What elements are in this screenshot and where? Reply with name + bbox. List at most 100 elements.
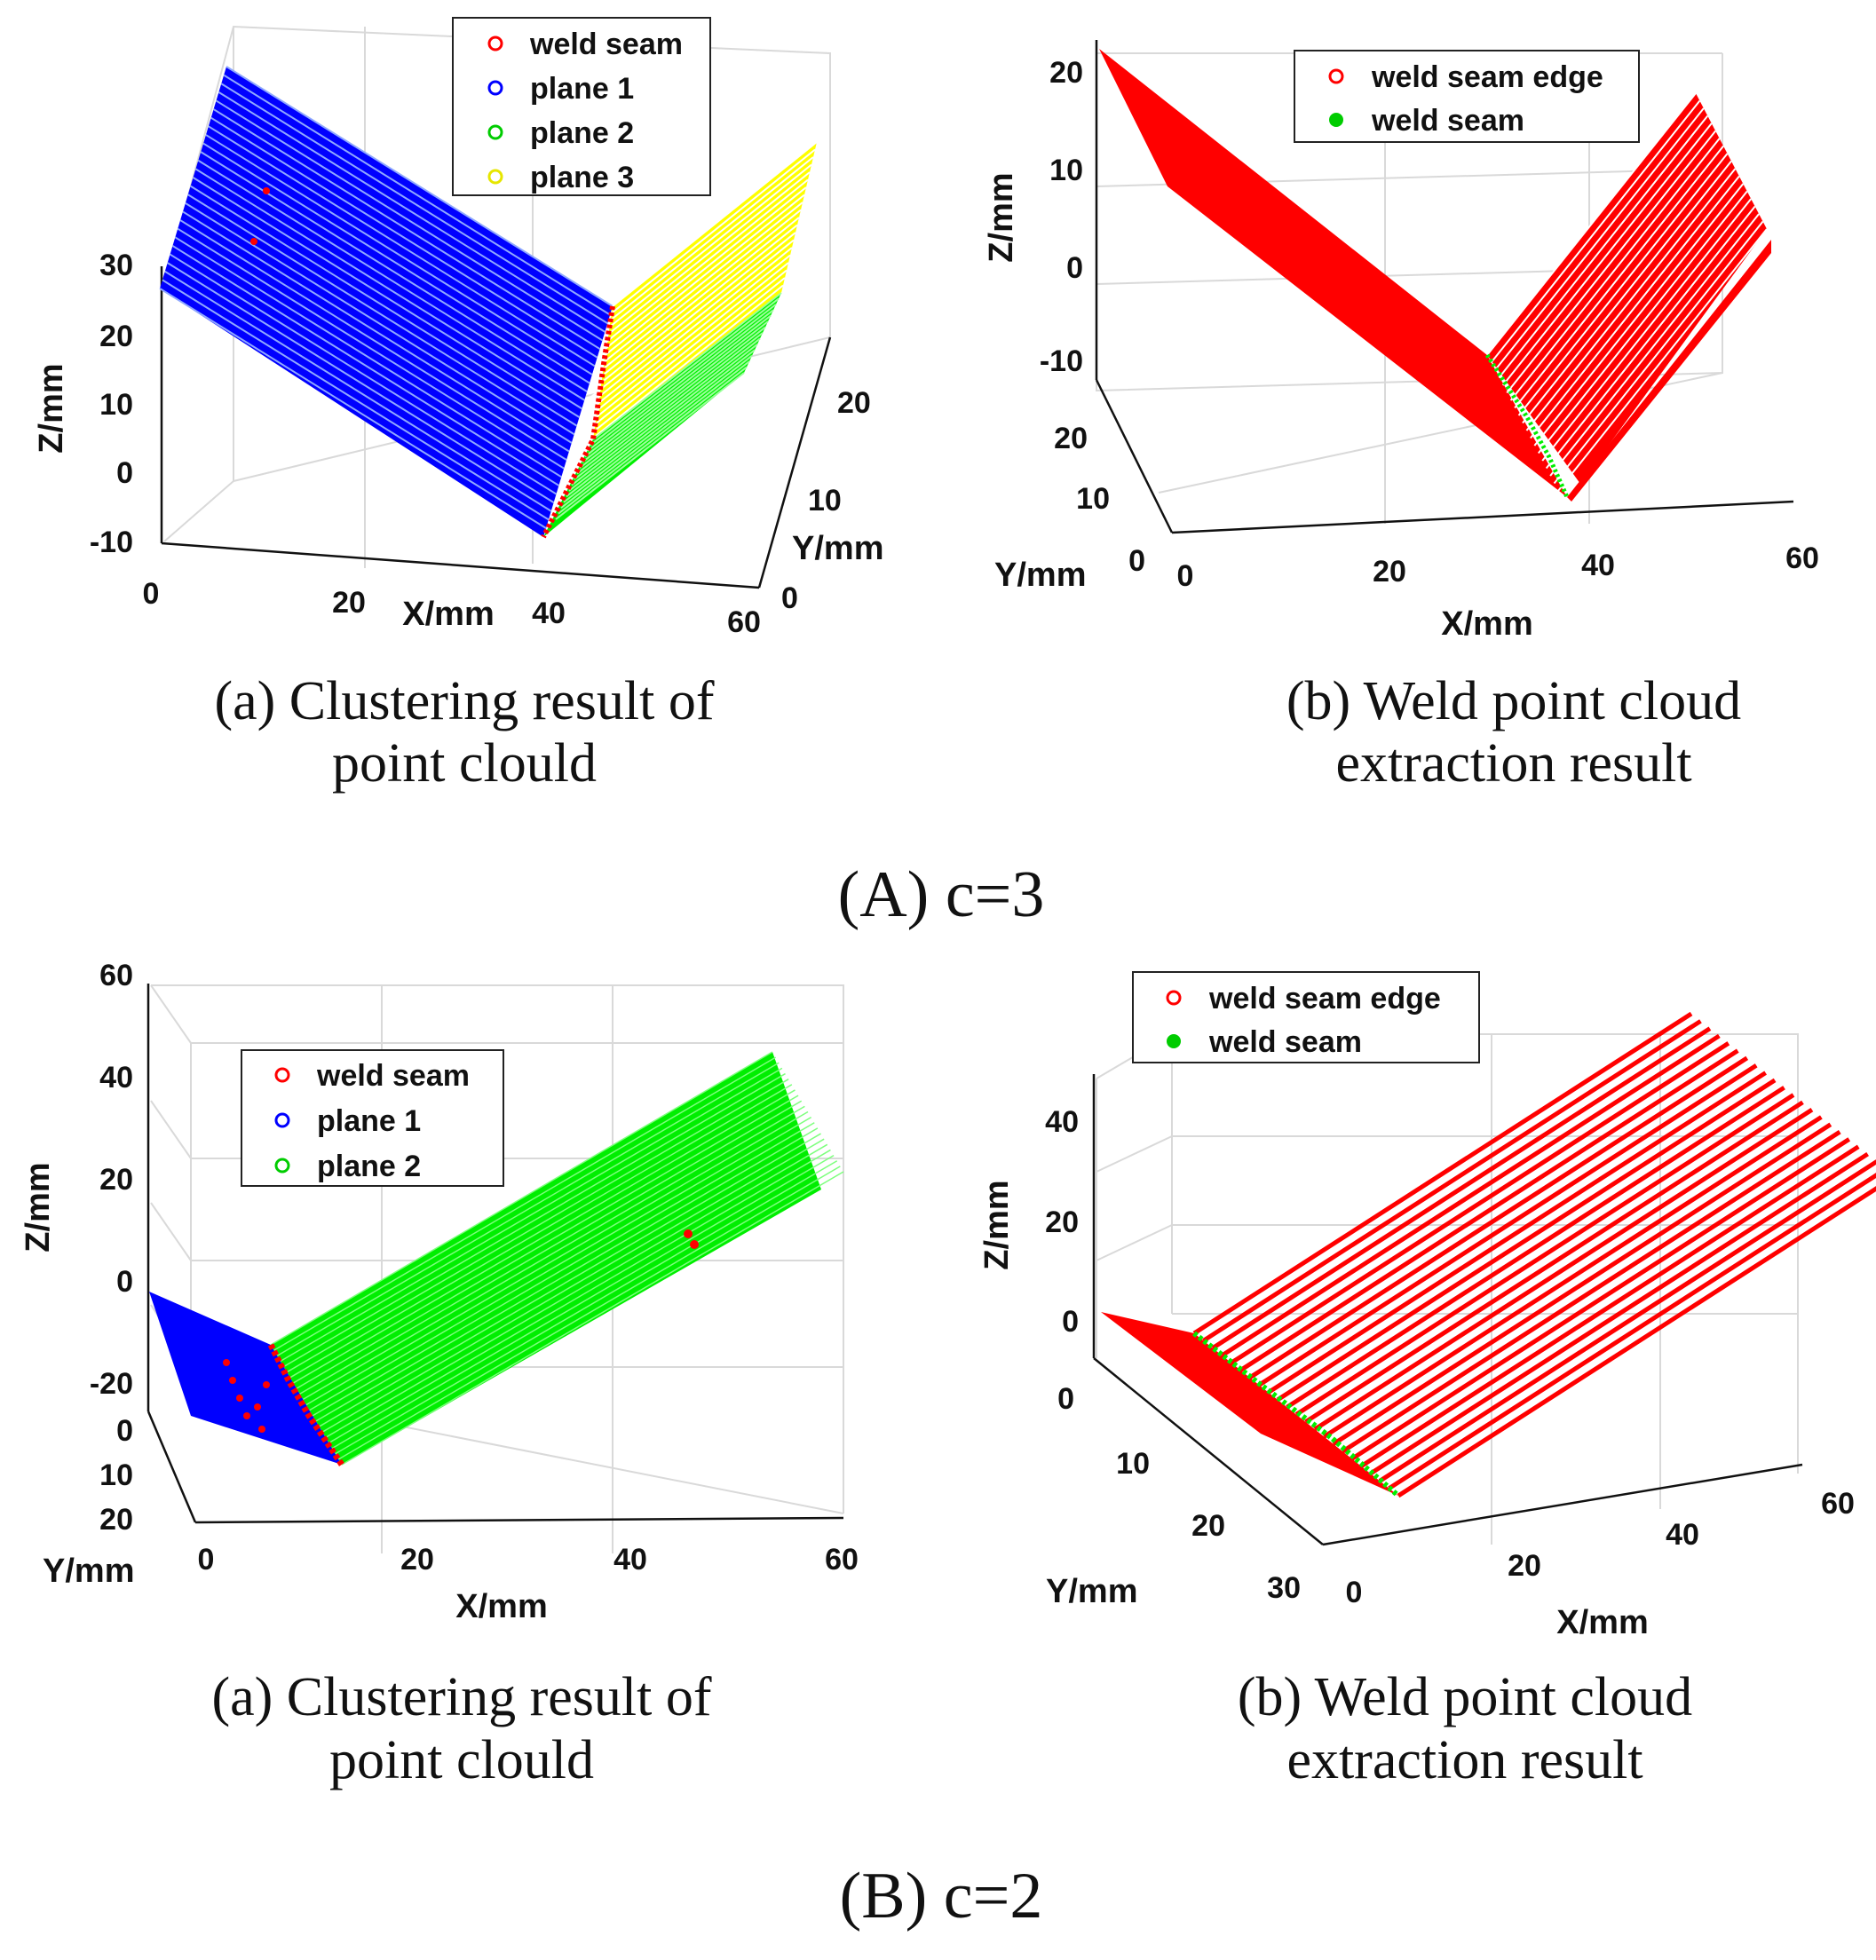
scan-line xyxy=(299,1100,803,1395)
z-tick-label: 0 xyxy=(1066,251,1083,285)
z-tick-label: 10 xyxy=(1049,154,1083,187)
scan-line xyxy=(578,284,784,451)
plot-B-a xyxy=(149,1051,844,1466)
scan-line xyxy=(1490,99,1701,364)
z-tick-label: 0 xyxy=(116,1265,133,1299)
caption-line: extraction result xyxy=(1335,733,1691,794)
x-tick-label: 60 xyxy=(1785,541,1819,575)
y-tick-label: 0 xyxy=(116,1414,133,1448)
x-tick-label: 20 xyxy=(1508,1549,1541,1583)
scan-line xyxy=(610,148,816,315)
plot-A-a xyxy=(159,66,818,539)
weld-seam-edge-scan-lines xyxy=(1192,1011,1876,1498)
scan-line xyxy=(603,178,809,345)
z-axis-label: Z/mm xyxy=(978,1180,1016,1269)
legend-entry: weld seam xyxy=(1208,1025,1362,1059)
scan-line xyxy=(309,1116,812,1411)
scan-line xyxy=(179,219,567,461)
scan-line xyxy=(1533,183,1745,447)
scan-line xyxy=(1545,205,1756,470)
z-ticks-B-a: 60 40 20 0 -20 xyxy=(90,959,133,1401)
scan-line xyxy=(592,224,798,391)
scan-line xyxy=(589,239,795,406)
y-tick-label: 30 xyxy=(1267,1571,1301,1605)
scan-line xyxy=(213,108,601,350)
scan-line xyxy=(1359,1144,1860,1468)
legend-B-b: weld seam edge weld seam xyxy=(1132,971,1480,1063)
z-axis-label: Z/mm xyxy=(33,363,70,453)
scan-line xyxy=(1304,1100,1804,1424)
y-tick-label: 10 xyxy=(1116,1447,1150,1481)
x-axis-label: X/mm xyxy=(402,596,494,633)
scan-line xyxy=(1192,1011,1693,1336)
legend-marker xyxy=(274,1067,290,1083)
scan-line xyxy=(164,270,552,512)
x-tick-label: 60 xyxy=(1821,1487,1855,1521)
scan-line xyxy=(584,309,774,458)
scan-line xyxy=(202,142,590,384)
scan-line xyxy=(601,186,807,352)
scan-line xyxy=(1267,1071,1767,1395)
x-tick-label: 20 xyxy=(332,586,366,620)
scan-line xyxy=(218,91,606,333)
scan-line xyxy=(335,1160,838,1455)
scan-line xyxy=(1294,1093,1795,1417)
scan-line xyxy=(1350,1137,1851,1461)
weld-seam-points xyxy=(1484,353,1570,499)
y-tick-label: 10 xyxy=(1076,482,1110,516)
scan-line xyxy=(286,1079,789,1373)
legend-marker xyxy=(1167,1034,1181,1048)
scan-line xyxy=(1248,1055,1749,1380)
z-tick-label: 0 xyxy=(116,456,133,490)
x-tick-label: 0 xyxy=(1177,559,1194,593)
plane-3-scan-lines xyxy=(576,141,818,458)
scan-line xyxy=(612,141,818,307)
scan-line xyxy=(1549,213,1760,477)
x-ticks-B-b: 0 20 40 60 xyxy=(1346,1487,1855,1609)
scan-line xyxy=(1369,1151,1869,1476)
scan-line xyxy=(174,236,562,478)
legend-entry: plane 2 xyxy=(317,1150,421,1183)
scan-line xyxy=(1239,1048,1739,1372)
weld-seam-outlier xyxy=(263,187,270,194)
x-tick-label: 0 xyxy=(143,577,160,611)
scan-line xyxy=(1286,1086,1785,1410)
scan-line xyxy=(331,1154,835,1450)
scan-line xyxy=(1537,190,1748,454)
y-tick-label: 10 xyxy=(808,484,842,518)
scan-line xyxy=(585,254,791,421)
scan-line xyxy=(302,1105,805,1401)
legend-entry: weld seam xyxy=(316,1059,470,1093)
y-axis-label: Y/mm xyxy=(792,530,883,567)
scan-line xyxy=(187,194,575,436)
plane-3-surface xyxy=(593,142,817,439)
scan-line xyxy=(220,83,608,325)
scan-line xyxy=(574,332,764,480)
y-tick-label: 0 xyxy=(781,581,798,615)
legend-B-a: weld seam plane 1 plane 2 xyxy=(241,1049,504,1187)
y-tick-label: 10 xyxy=(99,1458,133,1492)
legend-marker xyxy=(274,1112,290,1128)
y-tick-label: 20 xyxy=(1054,422,1088,455)
scan-line xyxy=(226,66,613,307)
scan-line xyxy=(194,168,582,410)
z-ticks-A-b: 20 10 0 -10 xyxy=(1040,56,1083,378)
scan-line xyxy=(606,163,812,330)
caption-line: extraction result xyxy=(1286,1730,1642,1790)
panel-A-b: 20 10 0 -10 Z/mm 20 10 0 Y/mm 0 20 40 60… xyxy=(983,40,1819,794)
z-tick-label: 40 xyxy=(1045,1105,1079,1139)
weld-seam-edge-scan-lines xyxy=(1486,92,1768,492)
scan-line xyxy=(205,134,593,375)
scan-line xyxy=(560,360,750,509)
caption-line: (b) Weld point cloud xyxy=(1238,1667,1692,1727)
scan-line xyxy=(1514,145,1724,409)
legend-marker xyxy=(274,1158,290,1174)
section-label-A: (A) c=3 xyxy=(838,858,1045,931)
plane-2-scan-lines xyxy=(555,292,782,520)
scan-line xyxy=(192,177,581,418)
scan-line xyxy=(1276,1078,1777,1402)
scan-line xyxy=(305,1110,809,1406)
x-axis-label: X/mm xyxy=(455,1588,547,1625)
panel-A-a: 30 20 10 0 -10 Z/mm 0 20 40 60 X/mm 0 10… xyxy=(33,17,883,794)
x-tick-label: 20 xyxy=(400,1543,434,1577)
